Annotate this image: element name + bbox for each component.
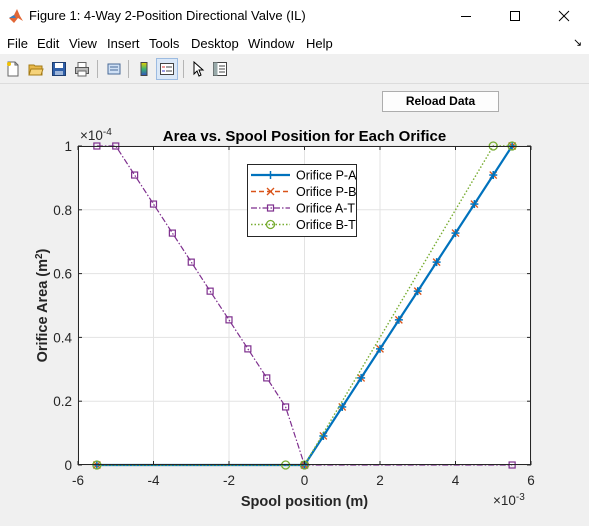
print-icon[interactable] bbox=[71, 58, 93, 80]
data-point bbox=[131, 171, 139, 179]
matlab-logo-icon bbox=[8, 8, 24, 24]
data-point bbox=[265, 219, 276, 230]
y-tick-label: 1 bbox=[64, 139, 72, 154]
x-exponent-label: ×10-3 bbox=[493, 492, 525, 509]
pointer-icon[interactable] bbox=[187, 58, 209, 80]
menu-help[interactable]: Help bbox=[306, 36, 333, 51]
plot-title: Area vs. Spool Position for Each Orifice bbox=[163, 128, 446, 145]
x-tick-label: -2 bbox=[223, 473, 235, 488]
figure-toolbar bbox=[0, 54, 589, 84]
legend-item[interactable]: Orifice P-B bbox=[251, 185, 356, 199]
data-point bbox=[282, 403, 290, 411]
y-tick-label: 0.4 bbox=[53, 330, 72, 345]
toolbar-separator bbox=[128, 60, 129, 78]
data-point bbox=[187, 258, 195, 266]
data-point bbox=[206, 287, 214, 295]
data-point bbox=[168, 229, 176, 237]
x-tick-label: 2 bbox=[376, 473, 384, 488]
x-tick-label: -6 bbox=[72, 473, 84, 488]
data-point bbox=[244, 345, 252, 353]
dock-figure-icon[interactable]: ↘ bbox=[573, 37, 583, 49]
menu-view[interactable]: View bbox=[69, 36, 97, 51]
save-icon[interactable] bbox=[48, 58, 70, 80]
series-line bbox=[96, 145, 513, 466]
x-tick-label: 0 bbox=[301, 473, 309, 488]
x-axis-label: Spool position (m) bbox=[241, 494, 368, 510]
y-axis-label: Orifice Area (m2) bbox=[34, 248, 52, 362]
window-title: Figure 1: 4-Way 2-Position Directional V… bbox=[29, 8, 306, 23]
x-tick-label: 6 bbox=[527, 473, 535, 488]
legend-label: Orifice A-T bbox=[296, 202, 355, 216]
y-tick-label: 0.6 bbox=[53, 267, 72, 282]
toolbar-separator bbox=[183, 60, 184, 78]
menu-insert[interactable]: Insert bbox=[107, 36, 140, 51]
title-bar: Figure 1: 4-Way 2-Position Directional V… bbox=[0, 0, 589, 32]
legend[interactable]: Orifice P-A Orifice P-B Orifice A-T Orifice… bbox=[247, 164, 358, 237]
data-point bbox=[266, 187, 275, 196]
data-point bbox=[149, 200, 158, 208]
toolbar-separator bbox=[97, 60, 98, 78]
minimize-button[interactable] bbox=[443, 0, 489, 32]
reload-data-button[interactable]: Reload Data bbox=[382, 91, 499, 112]
x-tick-label: -4 bbox=[147, 473, 159, 488]
data-point bbox=[263, 374, 271, 382]
maximize-button[interactable] bbox=[492, 0, 538, 32]
y-exponent-label: ×10-4 bbox=[80, 127, 112, 144]
y-tick-label: 0.2 bbox=[53, 394, 72, 409]
new-figure-icon[interactable] bbox=[2, 58, 24, 80]
menu-file[interactable]: File bbox=[7, 36, 28, 51]
legend-label: Orifice P-A bbox=[296, 169, 357, 183]
property-inspector-icon[interactable] bbox=[209, 58, 231, 80]
legend-label: Orifice P-B bbox=[296, 185, 356, 199]
print-preview-icon[interactable] bbox=[103, 58, 125, 80]
colorbar-icon[interactable] bbox=[133, 58, 155, 80]
legend-icon[interactable] bbox=[156, 58, 178, 80]
x-tick-label: 4 bbox=[452, 473, 460, 488]
menu-tools[interactable]: Tools bbox=[149, 36, 180, 51]
menu-edit[interactable]: Edit bbox=[37, 36, 60, 51]
y-tick-label: 0 bbox=[64, 458, 72, 473]
close-button[interactable] bbox=[541, 0, 587, 32]
legend-item[interactable]: Orifice B-T bbox=[251, 218, 356, 232]
legend-item[interactable]: Orifice A-T bbox=[251, 202, 355, 216]
ticks: -6 -4 -2 0 2 4 6 0 0.2 0.4 0.6 0.8 1 bbox=[53, 139, 535, 488]
menu-window[interactable]: Window bbox=[248, 36, 295, 51]
legend-box bbox=[247, 164, 357, 237]
menu-bar: File Edit View Insert Tools Desktop Wind… bbox=[0, 32, 589, 54]
legend-label: Orifice B-T bbox=[296, 218, 356, 232]
menu-desktop[interactable]: Desktop bbox=[191, 36, 239, 51]
y-tick-label: 0.8 bbox=[53, 203, 72, 218]
legend-item[interactable]: Orifice P-A bbox=[251, 169, 357, 183]
open-file-icon[interactable] bbox=[25, 58, 47, 80]
data-point bbox=[266, 204, 275, 212]
data-point bbox=[225, 316, 233, 324]
